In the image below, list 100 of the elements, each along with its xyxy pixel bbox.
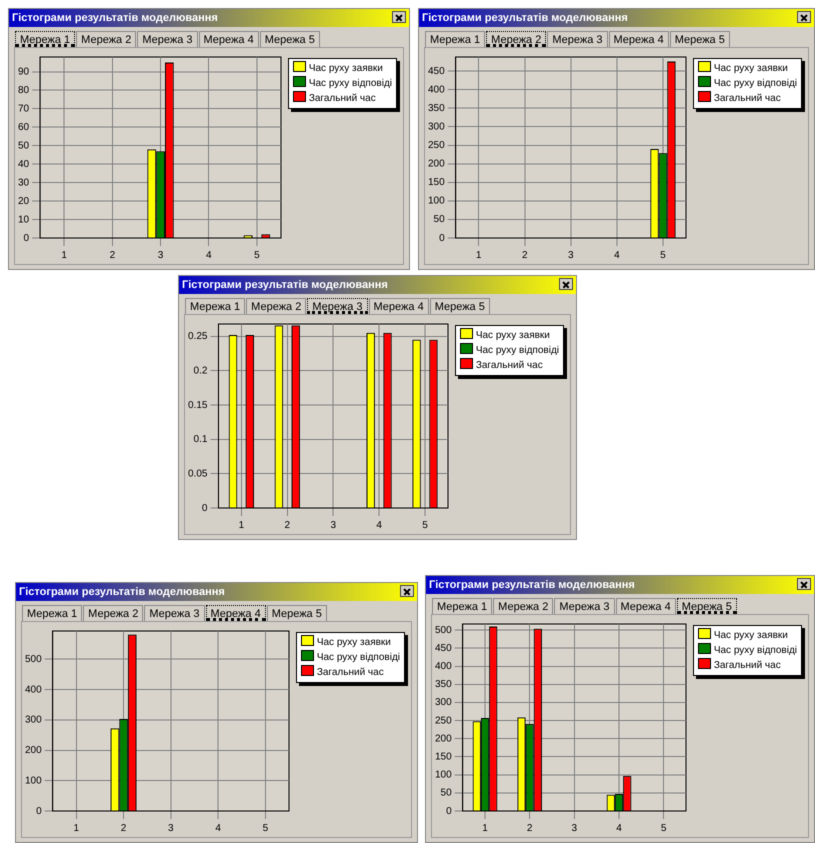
text: Мережа 2 xyxy=(76,31,136,47)
text: Мережа 4 xyxy=(206,605,266,621)
legend-label: Час руху заявки xyxy=(714,630,788,641)
x-tick-label: 3 xyxy=(568,250,574,261)
y-tick-label: 300 xyxy=(24,714,42,726)
text: Мережа 4 xyxy=(198,31,259,47)
y-tick-label: 40 xyxy=(18,158,30,170)
y-tick-label: 350 xyxy=(428,102,446,114)
y-tick-label: 50 xyxy=(18,140,30,152)
x-tick-label: 4 xyxy=(376,520,382,531)
legend-label: Час руху заявки xyxy=(308,63,383,74)
text: Мережа 2 xyxy=(486,31,546,47)
legend-label: Загальний час xyxy=(316,667,384,678)
y-tick-label: 150 xyxy=(428,177,446,188)
y-tick-label: 400 xyxy=(24,684,42,696)
y-tick-label: 300 xyxy=(434,697,452,708)
y-tick-label: 350 xyxy=(434,679,452,690)
x-tick-label: 1 xyxy=(482,822,488,834)
legend-label: Час руху відповіді xyxy=(714,645,797,656)
text: Мережа 5 xyxy=(430,298,490,314)
x-tick-label: 5 xyxy=(262,822,269,834)
y-tick-label: 450 xyxy=(428,66,446,77)
y-tick-label: 200 xyxy=(24,745,42,756)
y-tick-label: 30 xyxy=(18,177,30,188)
x-tick-label: 2 xyxy=(110,250,116,261)
y-tick-label: 200 xyxy=(434,733,452,744)
y-tick-label: 100 xyxy=(24,775,42,786)
y-tick-label: 500 xyxy=(434,624,452,636)
x-tick-label: 5 xyxy=(254,250,260,261)
y-tick-label: 450 xyxy=(434,642,452,654)
y-tick-label: 0 xyxy=(439,232,446,244)
x-tick-label: 2 xyxy=(522,250,528,261)
y-tick-label: 0.15 xyxy=(188,400,208,411)
x-tick-label: 3 xyxy=(572,822,578,834)
y-tick-label: 0.2 xyxy=(194,365,208,376)
y-tick-label: 80 xyxy=(18,84,30,96)
y-tick-label: 0 xyxy=(202,502,208,514)
y-tick-label: 200 xyxy=(428,158,446,170)
y-tick-label: 0.1 xyxy=(194,434,208,446)
y-tick-label: 0 xyxy=(24,232,30,244)
x-tick-label: 2 xyxy=(120,822,127,834)
legend-label: Загальний час xyxy=(714,660,781,671)
y-tick-label: 400 xyxy=(428,84,446,96)
legend-label: Час руху заявки xyxy=(476,330,550,341)
y-tick-label: 250 xyxy=(428,140,446,152)
chart-title: Гістограми результатів моделювання xyxy=(19,586,225,598)
legend-label: Загальний час xyxy=(714,93,781,104)
text: Мережа 2 xyxy=(493,598,554,614)
y-tick-label: 10 xyxy=(18,214,30,226)
x-tick-label: 4 xyxy=(616,822,622,834)
legend-label: Час руху заявки xyxy=(714,63,788,74)
y-tick-label: 300 xyxy=(428,121,446,132)
text: Мережа 3 xyxy=(547,31,608,47)
y-tick-label: 0.05 xyxy=(188,468,208,480)
y-tick-label: 60 xyxy=(18,122,30,133)
x-tick-label: 3 xyxy=(168,822,174,834)
text: Мережа 3 xyxy=(144,605,205,621)
text: Мережа 5 xyxy=(260,31,320,47)
legend-label: Загальний час xyxy=(476,360,543,371)
legend-label: Час руху відповіді xyxy=(714,78,797,89)
x-tick-label: 5 xyxy=(422,520,428,531)
x-tick-label: 5 xyxy=(660,250,666,261)
text: Мережа 3 xyxy=(554,598,615,614)
text: Мережа 5 xyxy=(670,31,730,47)
x-tick-label: 3 xyxy=(158,250,164,261)
chart-title: Гістограми результатів моделювання xyxy=(422,12,628,24)
text: Мережа 4 xyxy=(368,298,429,314)
y-tick-label: 100 xyxy=(434,770,452,781)
x-tick-label: 1 xyxy=(74,822,80,834)
legend-label: Час руху відповіді xyxy=(308,78,392,89)
text: Мережа 3 xyxy=(137,31,198,47)
text: Мережа 2 xyxy=(83,605,144,621)
x-tick-label: 1 xyxy=(61,250,68,261)
text: Мережа 4 xyxy=(616,598,676,614)
y-tick-label: 100 xyxy=(428,196,446,207)
y-tick-label: 50 xyxy=(440,788,452,799)
chart-title: Гістограми результатів моделювання xyxy=(429,579,635,591)
x-tick-label: 4 xyxy=(215,822,222,834)
x-tick-label: 5 xyxy=(660,822,667,834)
legend-label: Час руху відповіді xyxy=(476,345,559,356)
text: Мережа 5 xyxy=(266,605,327,621)
chart-title: Гістограми результатів моделювання xyxy=(182,279,388,291)
chart-title: Гістограми результатів моделювання xyxy=(12,12,218,24)
text: Мережа 1 xyxy=(22,605,82,621)
text: Мережа 1 xyxy=(15,31,76,47)
y-tick-label: 0 xyxy=(36,806,42,817)
text: Мережа 2 xyxy=(246,298,306,314)
y-tick-label: 0.25 xyxy=(188,331,208,342)
text: Мережа 5 xyxy=(676,598,737,614)
text: Мережа 3 xyxy=(307,298,368,314)
y-tick-label: 50 xyxy=(434,214,446,226)
text: Мережа 1 xyxy=(185,298,246,314)
y-tick-label: 500 xyxy=(24,654,42,665)
x-tick-label: 1 xyxy=(238,520,245,531)
legend-label: Загальний час xyxy=(308,93,376,104)
y-tick-label: 400 xyxy=(434,661,452,672)
y-tick-label: 20 xyxy=(18,196,30,207)
text: Мережа 1 xyxy=(432,598,492,614)
text: Мережа 1 xyxy=(425,31,486,47)
y-tick-label: 90 xyxy=(18,66,30,78)
